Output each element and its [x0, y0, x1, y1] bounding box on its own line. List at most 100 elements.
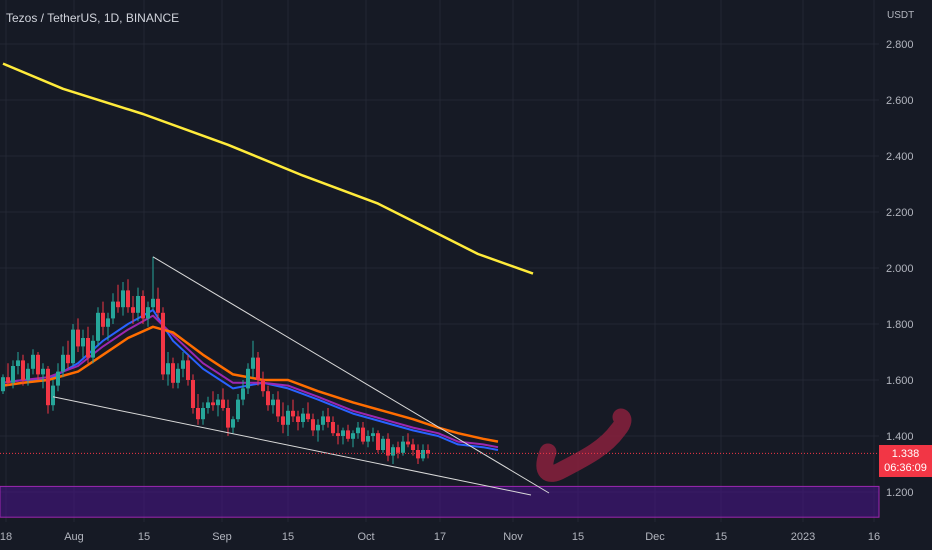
candle-body[interactable] [111, 301, 115, 319]
time-axis[interactable]: 18 Aug 15 Sep 15 Oct 17 Nov 15 Dec 15 2023 16 [0, 531, 880, 543]
candle-body[interactable] [371, 433, 375, 436]
candle-body[interactable] [396, 447, 400, 453]
price-axis[interactable]: USDT 1.200 1.400 1.600 1.800 2.000 2.200 2.400… [886, 10, 914, 499]
candle-body[interactable] [71, 329, 75, 364]
candle-body[interactable] [306, 413, 310, 420]
candle-body[interactable] [101, 312, 105, 327]
candle-body[interactable] [11, 366, 15, 383]
candle-body[interactable] [196, 408, 200, 420]
candle-body[interactable] [161, 312, 165, 375]
candle-body[interactable] [401, 441, 405, 453]
candle-body[interactable] [291, 410, 295, 417]
candle-body[interactable] [211, 402, 215, 406]
candle-body[interactable] [366, 436, 370, 442]
candle-body[interactable] [326, 416, 330, 422]
candle-body[interactable] [216, 399, 220, 406]
candle-body[interactable] [51, 385, 55, 406]
candle-body[interactable] [156, 298, 160, 313]
candle-body[interactable] [266, 391, 270, 406]
candle-body[interactable] [416, 450, 420, 459]
candle-body[interactable] [426, 450, 430, 454]
candle-body[interactable] [121, 290, 125, 308]
candle-body[interactable] [301, 413, 305, 422]
candle-body[interactable] [361, 427, 365, 442]
candle-body[interactable] [106, 318, 110, 327]
candle-body[interactable] [186, 360, 190, 380]
candle-body[interactable] [61, 354, 65, 372]
candle-body[interactable] [66, 354, 70, 364]
candle-body[interactable] [131, 307, 135, 313]
candle-body[interactable] [391, 447, 395, 456]
candle-body[interactable] [256, 357, 260, 380]
candle-body[interactable] [341, 430, 345, 436]
candle-body[interactable] [91, 340, 95, 358]
candle-body[interactable] [191, 380, 195, 408]
candle-body[interactable] [346, 430, 350, 439]
time-tick-label: 17 [434, 531, 446, 543]
candle-body[interactable] [251, 357, 255, 369]
candle-body[interactable] [21, 360, 25, 380]
candle-body[interactable] [96, 312, 100, 341]
candle-body[interactable] [171, 363, 175, 383]
candle-body[interactable] [76, 329, 80, 347]
candle-body[interactable] [421, 450, 425, 459]
candle-body[interactable] [31, 354, 35, 369]
candle-body[interactable] [381, 438, 385, 450]
wedge-lower-line[interactable] [52, 396, 532, 496]
candle-body[interactable] [331, 422, 335, 434]
candle-body[interactable] [316, 424, 320, 431]
support-zone-rect [0, 485, 880, 518]
candle-body[interactable] [166, 363, 170, 375]
candles[interactable] [1, 256, 430, 464]
candle-body[interactable] [246, 368, 250, 389]
candle-body[interactable] [286, 410, 290, 425]
candle-body[interactable] [56, 371, 60, 386]
candle-body[interactable] [356, 427, 360, 434]
candle-body[interactable] [181, 360, 185, 369]
candle-body[interactable] [271, 399, 275, 406]
candle-body[interactable] [296, 416, 300, 422]
candle-body[interactable] [116, 301, 120, 308]
candle-body[interactable] [276, 399, 280, 417]
time-tick-label: 16 [868, 531, 880, 543]
candle-body[interactable] [406, 441, 410, 445]
candle-body[interactable] [126, 290, 130, 308]
candle-body[interactable] [36, 354, 40, 375]
candle-body[interactable] [146, 307, 150, 319]
price-tick-label: 2.400 [886, 151, 914, 163]
candle-body[interactable] [81, 338, 85, 347]
candle-body[interactable] [226, 408, 230, 428]
candle-body[interactable] [206, 402, 210, 408]
candle-body[interactable] [46, 368, 50, 406]
candle-body[interactable] [86, 338, 90, 358]
time-tick-label: 2023 [791, 531, 815, 543]
candle-body[interactable] [141, 296, 145, 319]
candle-body[interactable] [261, 380, 265, 392]
candle-body[interactable] [1, 377, 5, 392]
candle-body[interactable] [221, 399, 225, 408]
candle-body[interactable] [241, 388, 245, 400]
candle-body[interactable] [231, 419, 235, 428]
candle-body[interactable] [351, 433, 355, 439]
candle-body[interactable] [411, 444, 415, 450]
time-tick-label: 15 [715, 531, 727, 543]
candle-body[interactable] [311, 419, 315, 431]
candle-body[interactable] [151, 298, 155, 308]
time-tick-label: Dec [645, 531, 665, 543]
symbol-title[interactable]: Tezos / TetherUS, 1D, BINANCE [6, 11, 179, 25]
candle-body[interactable] [321, 416, 325, 425]
candle-body[interactable] [26, 368, 30, 380]
candle-body[interactable] [6, 377, 10, 383]
candle-body[interactable] [236, 399, 240, 420]
candle-body[interactable] [201, 408, 205, 420]
candle-body[interactable] [176, 368, 180, 383]
candle-body[interactable] [41, 368, 45, 375]
candle-body[interactable] [281, 416, 285, 425]
candle-body[interactable] [16, 360, 20, 366]
candle-body[interactable] [336, 433, 340, 436]
candle-body[interactable] [386, 438, 390, 456]
candle-body[interactable] [376, 433, 380, 450]
candle-body[interactable] [136, 296, 140, 313]
